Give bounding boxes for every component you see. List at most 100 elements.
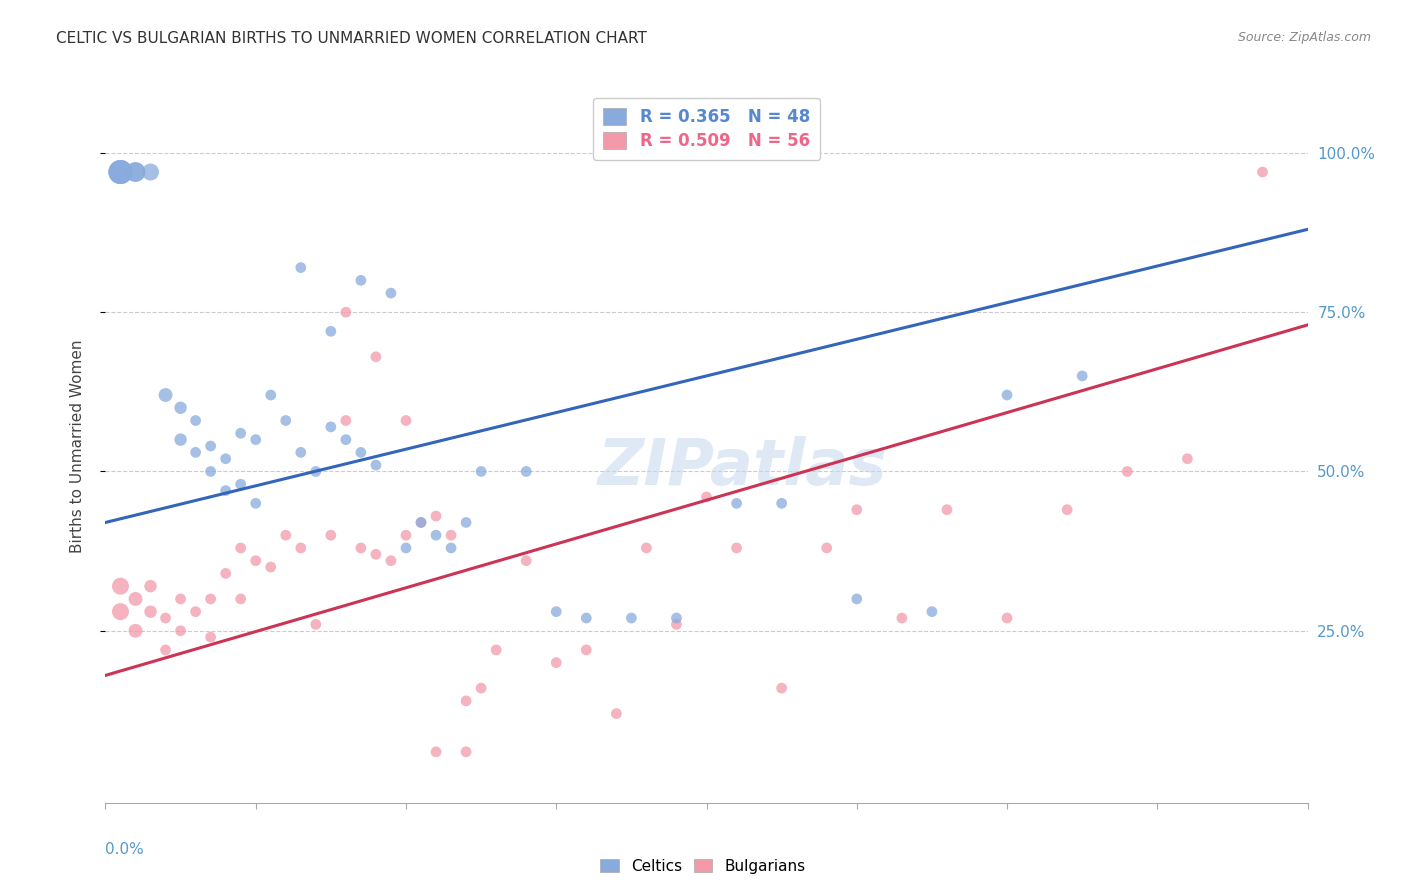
Point [454,516,477,530]
Point [335,305,357,319]
Point [305,465,328,479]
Point [110,165,132,179]
Point [124,165,146,179]
Point [454,745,477,759]
Point [139,165,162,179]
Point [350,273,373,287]
Point [1071,368,1094,383]
Point [425,528,447,542]
Point [546,605,568,619]
Point [214,451,236,466]
Point [995,388,1018,402]
Point [139,579,162,593]
Point [470,465,492,479]
Point [364,547,387,561]
Point [229,426,252,441]
Point [425,509,447,524]
Point [770,681,793,695]
Point [725,541,748,555]
Point [200,591,222,606]
Point [890,611,912,625]
Point [124,165,146,179]
Point [995,611,1018,625]
Point [155,388,177,402]
Point [290,260,312,275]
Point [110,165,132,179]
Point [575,643,598,657]
Point [169,624,191,638]
Point [139,605,162,619]
Point [409,516,432,530]
Point [395,541,418,555]
Point [350,445,373,459]
Point [184,413,207,427]
Point [454,694,477,708]
Point [184,605,207,619]
Point [409,516,432,530]
Point [169,591,191,606]
Point [515,465,537,479]
Point [364,350,387,364]
Point [620,611,643,625]
Point [1056,502,1078,516]
Point [229,477,252,491]
Point [260,560,283,574]
Point [229,591,252,606]
Point [200,439,222,453]
Y-axis label: Births to Unmarried Women: Births to Unmarried Women [70,339,84,553]
Point [184,445,207,459]
Point [335,413,357,427]
Point [815,541,838,555]
Point [485,643,508,657]
Point [169,401,191,415]
Point [110,605,132,619]
Point [395,413,418,427]
Point [290,541,312,555]
Point [725,496,748,510]
Point [770,496,793,510]
Point [665,617,688,632]
Point [305,617,328,632]
Point [155,643,177,657]
Point [636,541,658,555]
Point [200,630,222,644]
Point [696,490,718,504]
Point [319,528,342,542]
Point [290,445,312,459]
Point [440,528,463,542]
Point [845,591,868,606]
Point [274,413,297,427]
Point [515,554,537,568]
Point [350,541,373,555]
Legend: Celtics, Bulgarians: Celtics, Bulgarians [595,853,811,880]
Point [245,554,267,568]
Point [575,611,598,625]
Point [1116,465,1139,479]
Point [214,483,236,498]
Point [274,528,297,542]
Point [245,496,267,510]
Point [110,579,132,593]
Text: ZIPatlas: ZIPatlas [598,436,887,499]
Point [605,706,627,721]
Point [200,465,222,479]
Point [921,605,943,619]
Point [155,611,177,625]
Point [665,611,688,625]
Point [936,502,959,516]
Point [440,541,463,555]
Point [395,528,418,542]
Point [319,324,342,338]
Point [229,541,252,555]
Text: Source: ZipAtlas.com: Source: ZipAtlas.com [1237,31,1371,45]
Point [319,420,342,434]
Point [425,745,447,759]
Point [1175,451,1198,466]
Point [546,656,568,670]
Point [245,433,267,447]
Point [364,458,387,472]
Legend: R = 0.365   N = 48, R = 0.509   N = 56: R = 0.365 N = 48, R = 0.509 N = 56 [593,97,820,160]
Point [110,165,132,179]
Text: 0.0%: 0.0% [105,842,145,857]
Text: CELTIC VS BULGARIAN BIRTHS TO UNMARRIED WOMEN CORRELATION CHART: CELTIC VS BULGARIAN BIRTHS TO UNMARRIED … [56,31,647,46]
